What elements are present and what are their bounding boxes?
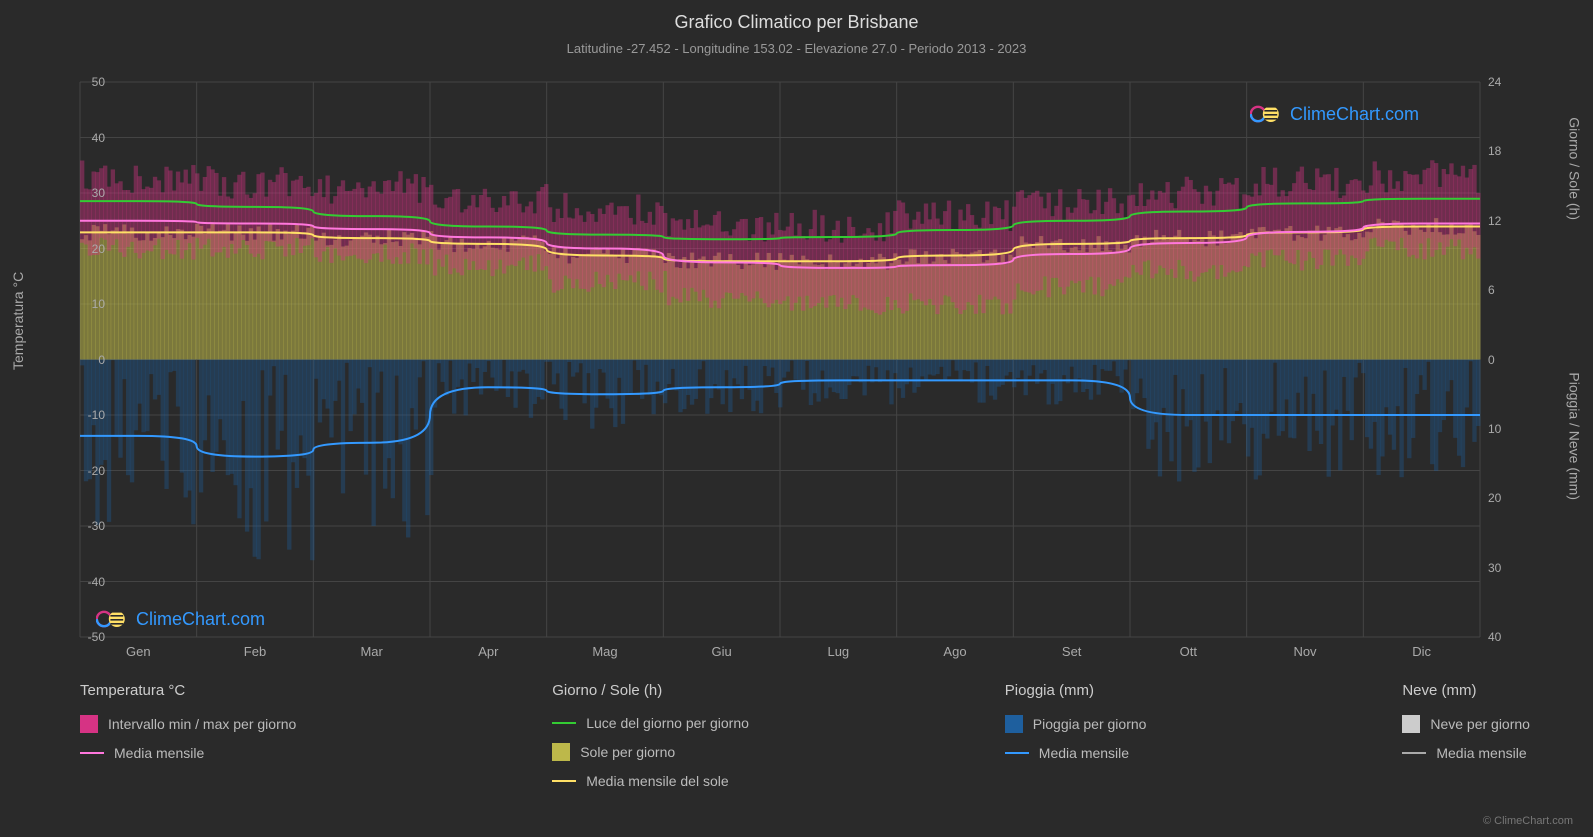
precip-tick: 10	[1488, 422, 1501, 436]
legend-label: Media mensile	[1436, 745, 1526, 761]
legend-header: Giorno / Sole (h)	[552, 682, 749, 699]
watermark-text: ClimeChart.com	[1290, 104, 1419, 125]
legend-item: Media mensile	[1402, 745, 1530, 761]
month-label: Mag	[592, 644, 617, 659]
axis-right-top-title: Giorno / Sole (h)	[1567, 117, 1583, 220]
temp-tick: 10	[75, 297, 105, 311]
month-label: Dic	[1412, 644, 1431, 659]
legend: Temperatura °C Intervallo min / max per …	[80, 682, 1530, 789]
temp-tick: -30	[75, 519, 105, 533]
legend-col-temp: Temperatura °C Intervallo min / max per …	[80, 682, 296, 789]
axis-right-bottom-title: Pioggia / Neve (mm)	[1567, 372, 1583, 500]
legend-label: Neve per giorno	[1430, 716, 1530, 732]
legend-swatch	[552, 780, 576, 782]
watermark-text: ClimeChart.com	[136, 609, 265, 630]
month-label: Gen	[126, 644, 151, 659]
legend-header: Neve (mm)	[1402, 682, 1530, 699]
hours-tick: 18	[1488, 144, 1501, 158]
hours-tick: 12	[1488, 214, 1501, 228]
temp-tick: 30	[75, 186, 105, 200]
month-label: Set	[1062, 644, 1082, 659]
legend-swatch	[552, 743, 570, 761]
legend-swatch	[1402, 752, 1426, 754]
month-label: Nov	[1293, 644, 1316, 659]
legend-header: Temperatura °C	[80, 682, 296, 699]
legend-item: Media mensile del sole	[552, 773, 749, 789]
legend-label: Pioggia per giorno	[1033, 716, 1147, 732]
legend-item: Neve per giorno	[1402, 715, 1530, 733]
legend-label: Intervallo min / max per giorno	[108, 716, 296, 732]
legend-col-rain: Pioggia (mm) Pioggia per giorno Media men…	[1005, 682, 1147, 789]
precip-tick: 40	[1488, 630, 1501, 644]
legend-swatch	[1402, 715, 1420, 733]
legend-swatch	[1005, 715, 1023, 733]
legend-swatch	[1005, 752, 1029, 754]
legend-item: Media mensile	[80, 745, 296, 761]
temp-tick: -40	[75, 575, 105, 589]
legend-label: Media mensile del sole	[586, 773, 728, 789]
precip-tick: 30	[1488, 561, 1501, 575]
chart-subtitle: Latitudine -27.452 - Longitudine 153.02 …	[0, 41, 1593, 56]
temp-tick: 40	[75, 131, 105, 145]
hours-tick: 6	[1488, 283, 1495, 297]
plot-area	[80, 82, 1480, 637]
month-label: Mar	[360, 644, 382, 659]
legend-item: Intervallo min / max per giorno	[80, 715, 296, 733]
copyright: © ClimeChart.com	[1483, 815, 1573, 827]
legend-swatch	[80, 715, 98, 733]
legend-col-daysun: Giorno / Sole (h) Luce del giorno per gi…	[552, 682, 749, 789]
legend-swatch	[552, 722, 576, 724]
chart-svg	[80, 82, 1480, 637]
legend-item: Luce del giorno per giorno	[552, 715, 749, 731]
legend-header: Pioggia (mm)	[1005, 682, 1147, 699]
hours-tick: 0	[1488, 353, 1495, 367]
temp-tick: -20	[75, 464, 105, 478]
watermark-top: ClimeChart.com	[1250, 102, 1419, 126]
hours-tick: 24	[1488, 75, 1501, 89]
legend-col-snow: Neve (mm) Neve per giorno Media mensile	[1402, 682, 1530, 789]
legend-item: Pioggia per giorno	[1005, 715, 1147, 733]
temp-tick: -50	[75, 630, 105, 644]
legend-item: Media mensile	[1005, 745, 1147, 761]
month-label: Apr	[478, 644, 498, 659]
month-label: Giu	[712, 644, 732, 659]
legend-item: Sole per giorno	[552, 743, 749, 761]
month-label: Ott	[1180, 644, 1197, 659]
temp-tick: -10	[75, 408, 105, 422]
legend-label: Luce del giorno per giorno	[586, 715, 749, 731]
temp-tick: 50	[75, 75, 105, 89]
month-label: Lug	[827, 644, 849, 659]
chart-title: Grafico Climatico per Brisbane	[0, 12, 1593, 33]
precip-tick: 20	[1488, 491, 1501, 505]
logo-icon	[1250, 102, 1282, 126]
legend-swatch	[80, 752, 104, 754]
month-label: Ago	[943, 644, 966, 659]
watermark-bottom: ClimeChart.com	[96, 607, 265, 631]
axis-left-title: Temperatura °C	[10, 272, 26, 370]
temp-tick: 0	[75, 353, 105, 367]
legend-label: Sole per giorno	[580, 744, 675, 760]
legend-label: Media mensile	[1039, 745, 1129, 761]
legend-label: Media mensile	[114, 745, 204, 761]
temp-tick: 20	[75, 242, 105, 256]
month-label: Feb	[244, 644, 266, 659]
logo-icon	[96, 607, 128, 631]
